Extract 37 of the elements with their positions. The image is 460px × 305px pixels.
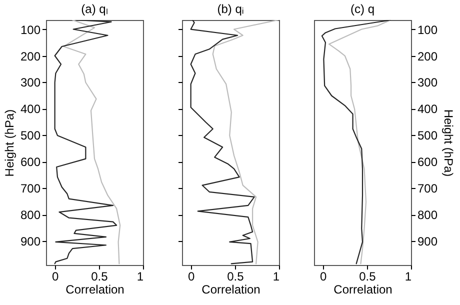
y2-tick-label: 900 [418, 234, 438, 249]
y-tick-label: 200 [20, 49, 41, 64]
x-tick-label: 0.5 [91, 270, 108, 284]
y-axis-title: Height (hPa) [2, 109, 16, 177]
chart-title: (a) qₗ [81, 2, 108, 16]
x-tick-label: 1 [136, 270, 144, 284]
y2-tick-label: 500 [418, 128, 438, 143]
y-tick-label: 900 [20, 234, 41, 249]
y-tick-label: 500 [20, 128, 41, 143]
y-tick-label: 600 [20, 155, 41, 170]
x-axis-title: Correlation [202, 282, 260, 296]
x-tick-label: 0 [188, 270, 195, 284]
chart-title: (b) qᵢ [217, 2, 244, 16]
y2-tick-label: 700 [418, 182, 438, 196]
x-tick-label: 0.5 [227, 270, 244, 284]
y2-tick-label: 800 [418, 208, 438, 222]
y2-tick-label: 100 [418, 22, 438, 37]
chart-title: (c) q [350, 2, 374, 16]
x-tick-label: 1 [404, 270, 412, 284]
y2-tick-label: 600 [418, 155, 438, 170]
y-tick-label: 100 [20, 22, 41, 37]
y-tick-label: 300 [20, 76, 41, 90]
y-tick-label: 700 [20, 182, 41, 196]
y2-tick-label: 200 [418, 49, 438, 64]
x-tick-label: 1 [272, 270, 280, 284]
x-tick-label: 0 [52, 270, 59, 284]
y2-tick-label: 400 [418, 102, 438, 116]
x-tick-label: 0 [320, 270, 327, 284]
x-axis-title: Correlation [66, 282, 124, 296]
line-series [54, 20, 118, 264]
x-tick-label: 0.5 [359, 270, 376, 284]
y-tick-label: 400 [20, 102, 41, 116]
line-series [63, 20, 121, 264]
x-axis-title: Correlation [334, 282, 392, 296]
y2-tick-label: 300 [418, 76, 438, 90]
y2-axis-title: Height (hPa) [442, 109, 456, 177]
y-tick-label: 800 [20, 208, 41, 222]
